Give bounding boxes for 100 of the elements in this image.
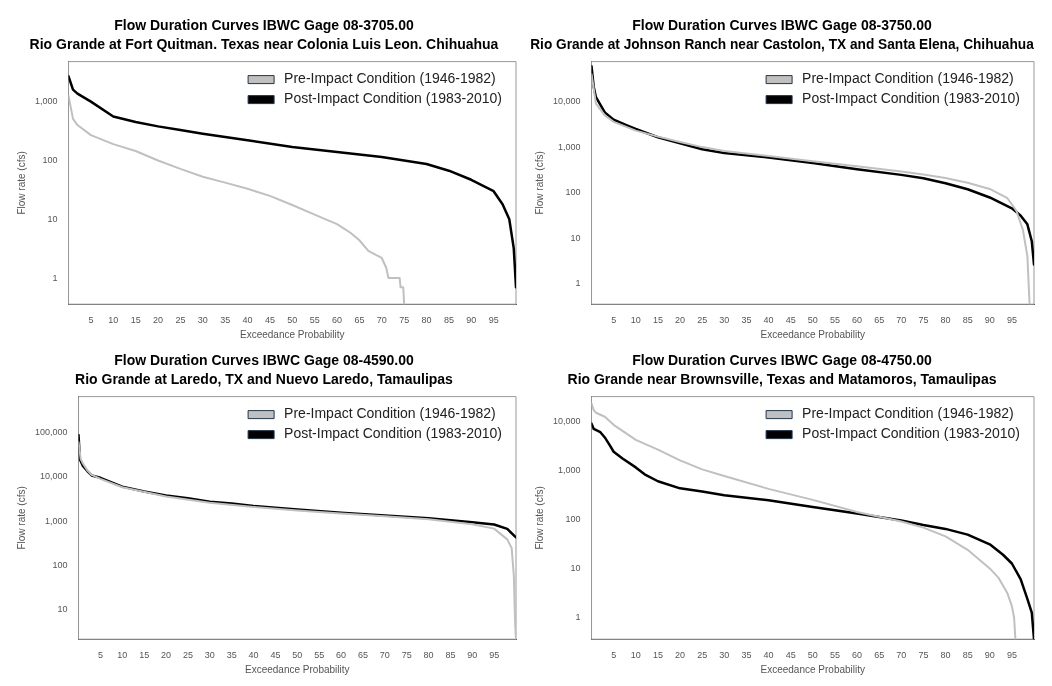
x-tick-label: 55 xyxy=(829,315,840,326)
x-tick-label: 25 xyxy=(182,650,193,661)
y-tick-label: 1 xyxy=(575,277,581,288)
x-tick-label: 30 xyxy=(719,650,730,661)
x-tick-label: 80 xyxy=(423,650,434,661)
x-axis-title: Exceedance Probability xyxy=(760,328,866,340)
x-tick-label: 35 xyxy=(741,650,752,661)
x-tick-label: 80 xyxy=(940,315,951,326)
x-tick-label: 15 xyxy=(130,315,141,326)
x-tick-label: 60 xyxy=(852,315,863,326)
y-tick-label: 1 xyxy=(52,272,58,283)
x-tick-label: 25 xyxy=(697,650,708,661)
x-tick-label: 50 xyxy=(807,315,818,326)
x-tick-label: 30 xyxy=(719,315,730,326)
legend-label: Pre-Impact Condition (1946-1982) xyxy=(284,70,496,87)
y-tick-label: 1,000 xyxy=(558,141,581,152)
x-tick-label: 10 xyxy=(117,650,128,661)
x-tick-label: 35 xyxy=(226,650,237,661)
x-tick-label: 20 xyxy=(675,315,686,326)
x-tick-label: 85 xyxy=(962,315,973,326)
x-tick-label: 40 xyxy=(763,315,774,326)
x-tick-label: 75 xyxy=(918,315,929,326)
x-tick-label: 95 xyxy=(488,315,499,326)
x-tick-label: 15 xyxy=(652,315,663,326)
y-tick-label: 10,000 xyxy=(553,96,581,107)
x-tick-label: 65 xyxy=(874,650,885,661)
y-axis-title: Flow rate (cfs) xyxy=(15,151,27,215)
x-axis-title: Exceedance Probability xyxy=(240,328,345,340)
x-tick-label: 40 xyxy=(763,650,774,661)
x-tick-label: 5 xyxy=(88,315,94,326)
chart-title: Flow Duration Curves IBWC Gage 08-3705.00 xyxy=(114,17,414,34)
y-tick-label: 100 xyxy=(52,560,68,571)
x-tick-label: 85 xyxy=(443,315,454,326)
x-tick-label: 50 xyxy=(807,650,818,661)
x-tick-label: 10 xyxy=(108,315,119,326)
y-tick-label: 1,000 xyxy=(45,515,68,526)
x-tick-label: 80 xyxy=(940,650,951,661)
x-tick-label: 45 xyxy=(270,650,281,661)
x-tick-label: 35 xyxy=(220,315,231,326)
x-tick-label: 65 xyxy=(354,315,365,326)
x-tick-label: 65 xyxy=(874,315,885,326)
x-tick-label: 20 xyxy=(161,650,172,661)
x-tick-label: 90 xyxy=(467,650,478,661)
x-axis-title: Exceedance Probability xyxy=(245,663,350,675)
x-tick-label: 75 xyxy=(918,650,929,661)
x-tick-label: 10 xyxy=(630,650,641,661)
chart-title: Flow Duration Curves IBWC Gage 08-3750.00 xyxy=(632,17,932,34)
x-tick-label: 15 xyxy=(652,650,663,661)
x-tick-label: 95 xyxy=(1006,650,1017,661)
x-tick-label: 5 xyxy=(611,315,617,326)
x-tick-label: 45 xyxy=(785,650,796,661)
x-tick-label: 60 xyxy=(852,650,863,661)
y-tick-label: 100,000 xyxy=(34,426,68,437)
chart-subtitle: Rio Grande at Johnson Ranch near Castolon, TX and Santa Elena, Chihuahua xyxy=(530,35,1035,53)
y-tick-label: 1 xyxy=(575,611,581,622)
x-tick-label: 60 xyxy=(336,650,347,661)
x-tick-label: 10 xyxy=(630,315,641,326)
x-tick-label: 40 xyxy=(248,650,259,661)
x-tick-label: 80 xyxy=(421,315,432,326)
x-tick-label: 45 xyxy=(785,315,796,326)
x-tick-label: 55 xyxy=(314,650,325,661)
x-tick-label: 55 xyxy=(309,315,320,326)
x-tick-label: 70 xyxy=(376,315,387,326)
x-tick-label: 50 xyxy=(292,650,303,661)
x-tick-label: 20 xyxy=(153,315,164,326)
x-tick-label: 90 xyxy=(466,315,477,326)
x-tick-label: 90 xyxy=(984,650,995,661)
y-tick-label: 10 xyxy=(570,562,581,573)
legend-label: Pre-Impact Condition (1946-1982) xyxy=(802,405,1014,422)
legend-label: Post-Impact Condition (1983-2010) xyxy=(802,425,1021,442)
chart-subtitle: Rio Grande at Laredo, TX and Nuevo Laredo, Tamaulipas xyxy=(75,371,454,388)
x-tick-label: 70 xyxy=(379,650,390,661)
y-tick-label: 10 xyxy=(57,604,68,615)
x-axis-title: Exceedance Probability xyxy=(760,663,866,675)
x-tick-label: 90 xyxy=(984,315,995,326)
chart-subtitle: Rio Grande at Fort Quitman. Texas near Colonia Luis Leon. Chihuahua xyxy=(29,36,499,53)
x-tick-label: 35 xyxy=(741,315,752,326)
x-tick-label: 5 xyxy=(97,650,103,661)
x-tick-label: 95 xyxy=(489,650,500,661)
y-axis-title: Flow rate (cfs) xyxy=(15,486,27,550)
x-tick-label: 20 xyxy=(675,650,686,661)
x-tick-label: 85 xyxy=(445,650,456,661)
y-tick-label: 100 xyxy=(42,154,58,165)
x-tick-label: 70 xyxy=(896,315,907,326)
x-tick-label: 25 xyxy=(175,315,186,326)
x-tick-label: 25 xyxy=(697,315,708,326)
chart-title: Flow Duration Curves IBWC Gage 08-4750.00 xyxy=(632,352,932,369)
y-axis-title: Flow rate (cfs) xyxy=(533,151,545,215)
y-tick-label: 1,000 xyxy=(558,464,581,475)
x-tick-label: 30 xyxy=(204,650,215,661)
x-tick-label: 65 xyxy=(357,650,368,661)
legend-label: Pre-Impact Condition (1946-1982) xyxy=(802,70,1014,87)
legend-label: Pre-Impact Condition (1946-1982) xyxy=(284,405,496,422)
chart-subtitle: Rio Grande near Brownsville, Texas and Matamoros, Tamaulipas xyxy=(567,371,997,388)
legend-label: Post-Impact Condition (1983-2010) xyxy=(284,425,503,442)
x-tick-label: 95 xyxy=(1006,315,1017,326)
y-tick-label: 100 xyxy=(565,513,581,524)
x-tick-label: 50 xyxy=(287,315,298,326)
x-tick-label: 15 xyxy=(139,650,150,661)
y-tick-label: 10 xyxy=(570,232,581,243)
